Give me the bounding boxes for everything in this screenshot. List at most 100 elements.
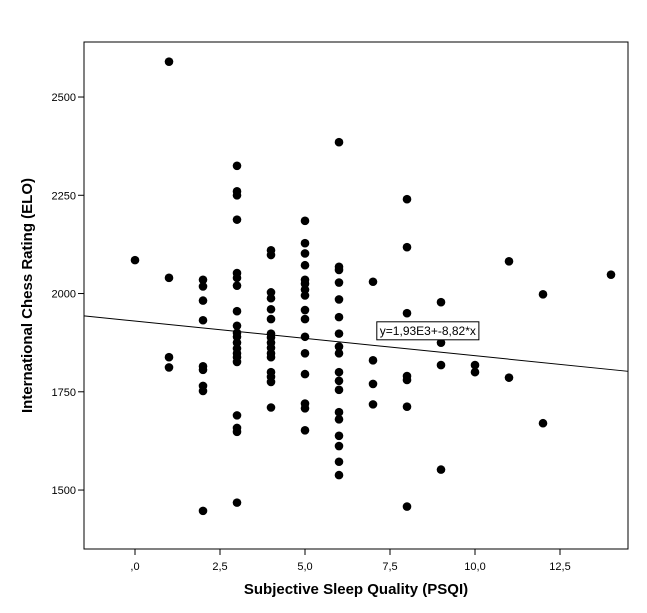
data-point-102 bbox=[504, 373, 514, 382]
data-point-57 bbox=[300, 291, 310, 300]
data-point-82 bbox=[334, 457, 344, 467]
data-point-83 bbox=[334, 470, 344, 480]
data-point-78 bbox=[334, 407, 344, 417]
data-point-104 bbox=[538, 418, 548, 428]
data-point-37 bbox=[266, 293, 276, 303]
data-point-20 bbox=[232, 281, 242, 290]
data-point-1 bbox=[164, 57, 174, 66]
data-point-13 bbox=[198, 506, 208, 516]
data-point-16 bbox=[232, 190, 242, 200]
data-point-53 bbox=[300, 260, 310, 270]
data-point-4 bbox=[164, 363, 174, 372]
data-point-84 bbox=[368, 277, 378, 287]
x-axis: ,0 2,5 5,0 7,5 10,0 12,5 bbox=[130, 549, 571, 573]
data-point-79 bbox=[334, 415, 344, 424]
data-point-36 bbox=[266, 288, 276, 297]
data-point-74 bbox=[334, 348, 344, 358]
data-point-24 bbox=[232, 332, 242, 342]
data-point-2 bbox=[164, 273, 174, 283]
data-point-71 bbox=[334, 312, 344, 322]
y-axis-title: International Chess Rating (ELO) bbox=[19, 178, 36, 413]
data-point-100 bbox=[470, 367, 480, 377]
data-point-51 bbox=[300, 238, 310, 248]
data-point-59 bbox=[300, 314, 310, 324]
data-point-8 bbox=[198, 315, 208, 325]
x-axis-title: Subjective Sleep Quality (PSQI) bbox=[244, 581, 468, 598]
data-point-92 bbox=[402, 375, 412, 385]
data-point-101 bbox=[504, 257, 514, 266]
data-point-25 bbox=[232, 338, 242, 347]
fit-line bbox=[83, 315, 629, 372]
data-point-76 bbox=[334, 376, 344, 386]
data-point-45 bbox=[266, 352, 276, 362]
x-tick-label-12-5: 12,5 bbox=[549, 561, 570, 573]
data-point-88 bbox=[402, 194, 412, 204]
data-point-66 bbox=[334, 137, 344, 147]
data-point-60 bbox=[300, 332, 310, 342]
data-point-68 bbox=[334, 265, 344, 275]
data-point-103 bbox=[538, 290, 548, 299]
data-point-55 bbox=[300, 279, 310, 289]
data-point-86 bbox=[368, 379, 378, 389]
data-point-38 bbox=[266, 304, 276, 314]
data-point-56 bbox=[300, 285, 310, 294]
data-point-90 bbox=[402, 308, 412, 318]
data-point-19 bbox=[232, 273, 242, 283]
data-point-72 bbox=[334, 329, 344, 338]
fit-equation-box: y=1,93E3+-8,82*x bbox=[376, 321, 480, 341]
data-point-32 bbox=[232, 427, 242, 437]
data-point-0 bbox=[130, 255, 140, 265]
x-tick-label-5: 5,0 bbox=[297, 561, 312, 573]
data-point-35 bbox=[266, 250, 276, 260]
y-tick-label-2500: 2500 bbox=[52, 92, 76, 104]
data-point-50 bbox=[300, 216, 310, 226]
data-point-5 bbox=[198, 275, 208, 285]
data-point-99 bbox=[470, 360, 480, 370]
data-point-81 bbox=[334, 441, 344, 451]
x-tick-label-2-5: 2,5 bbox=[212, 561, 227, 573]
data-point-52 bbox=[300, 249, 310, 258]
data-point-33 bbox=[232, 498, 242, 507]
data-point-6 bbox=[198, 282, 208, 291]
data-points bbox=[130, 57, 616, 516]
data-point-61 bbox=[300, 348, 310, 358]
data-point-7 bbox=[198, 296, 208, 305]
data-point-73 bbox=[334, 342, 344, 351]
data-point-80 bbox=[334, 431, 344, 441]
data-point-21 bbox=[232, 306, 242, 316]
data-point-70 bbox=[334, 295, 344, 304]
data-point-49 bbox=[266, 403, 276, 412]
data-point-98 bbox=[436, 465, 446, 474]
data-point-87 bbox=[368, 400, 378, 409]
data-point-58 bbox=[300, 305, 310, 315]
data-point-10 bbox=[198, 365, 208, 375]
data-point-30 bbox=[232, 411, 242, 420]
data-point-94 bbox=[402, 502, 412, 511]
y-tick-label-2000: 2000 bbox=[52, 289, 76, 301]
data-point-89 bbox=[402, 242, 412, 252]
fit-equation-frame bbox=[376, 321, 480, 341]
fit-equation-label: y=1,93E3+-8,82*x bbox=[380, 324, 476, 338]
data-point-12 bbox=[198, 386, 208, 396]
data-point-29 bbox=[232, 357, 242, 367]
data-point-69 bbox=[334, 278, 344, 287]
data-point-85 bbox=[368, 356, 378, 365]
y-tick-label-1500: 1500 bbox=[52, 485, 76, 497]
y-tick-label-2250: 2250 bbox=[52, 190, 76, 202]
data-point-48 bbox=[266, 377, 276, 387]
data-point-3 bbox=[164, 352, 174, 362]
data-point-75 bbox=[334, 367, 344, 377]
data-point-17 bbox=[232, 215, 242, 224]
data-point-62 bbox=[300, 369, 310, 379]
x-tick-label-0: ,0 bbox=[130, 561, 139, 573]
data-point-97 bbox=[436, 360, 446, 370]
data-point-105 bbox=[606, 270, 616, 279]
data-point-95 bbox=[436, 297, 446, 307]
y-tick-label-1750: 1750 bbox=[52, 387, 76, 399]
data-point-64 bbox=[300, 403, 310, 413]
data-point-22 bbox=[232, 321, 242, 331]
y-axis: 1500 1750 2000 2250 2500 bbox=[52, 92, 84, 497]
data-point-14 bbox=[232, 161, 242, 171]
data-point-65 bbox=[300, 426, 310, 435]
